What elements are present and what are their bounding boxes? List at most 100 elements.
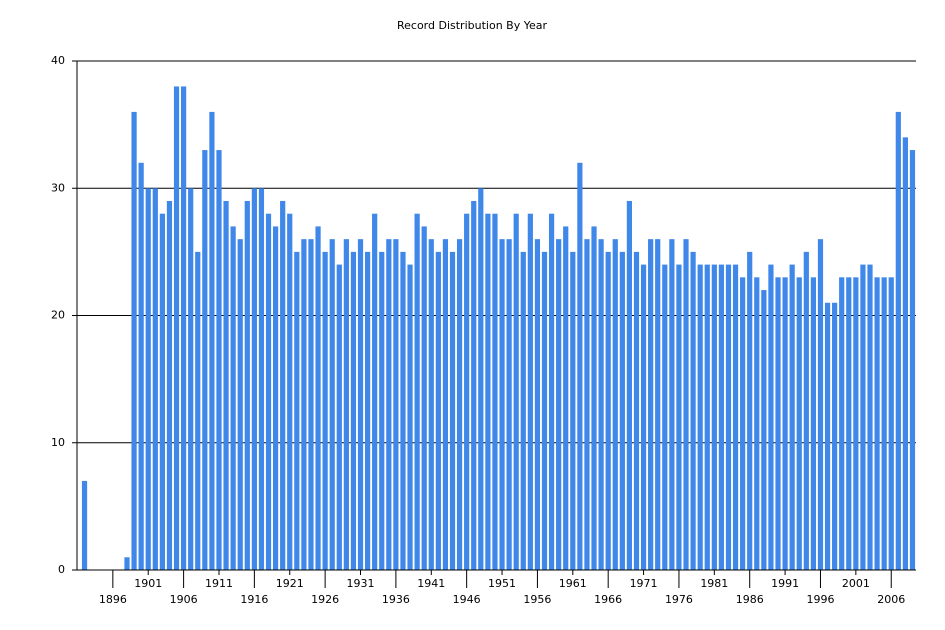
bar <box>832 302 838 570</box>
bar <box>421 226 427 571</box>
bar <box>308 239 314 570</box>
bar <box>195 251 201 570</box>
bar <box>230 226 236 571</box>
bar <box>336 264 342 570</box>
bar <box>909 150 916 570</box>
bar <box>237 239 243 570</box>
bar <box>138 162 144 571</box>
bar <box>570 251 576 570</box>
bar <box>513 213 519 570</box>
x-tick-label: 1976 <box>665 593 693 606</box>
bar <box>478 188 484 570</box>
bar <box>244 200 250 570</box>
bar <box>379 251 385 570</box>
bar <box>485 213 491 570</box>
bar <box>683 239 689 570</box>
bar <box>301 239 307 570</box>
x-tick-label: 1941 <box>417 577 445 590</box>
bar <box>534 239 541 570</box>
bar <box>718 264 725 570</box>
bar <box>364 251 371 570</box>
bar <box>895 111 901 571</box>
x-tick-label: 1916 <box>240 593 268 606</box>
bar <box>209 111 215 571</box>
x-tick-label: 1966 <box>594 593 622 606</box>
bar <box>874 277 880 570</box>
bar <box>159 213 165 570</box>
x-tick-label: 1956 <box>523 593 551 606</box>
bar <box>216 150 222 570</box>
bar <box>591 226 597 571</box>
bar <box>612 239 618 570</box>
bar <box>725 264 732 570</box>
bar <box>372 213 378 570</box>
x-tick-label: 1981 <box>700 577 728 590</box>
bar <box>499 239 505 570</box>
bar <box>803 251 809 570</box>
bar <box>265 213 272 570</box>
bar <box>789 264 795 570</box>
x-tick-label: 1901 <box>134 577 162 590</box>
bar <box>188 188 194 570</box>
bar <box>747 251 753 570</box>
bar <box>598 239 604 570</box>
bar <box>824 302 831 570</box>
bar <box>732 264 739 570</box>
bar <box>152 188 158 570</box>
bar <box>839 277 845 570</box>
bar <box>527 213 533 570</box>
bar <box>888 277 894 570</box>
bar <box>768 264 774 570</box>
bar <box>782 277 788 570</box>
y-tick-label: 20 <box>51 309 65 322</box>
bar <box>223 200 229 570</box>
bar <box>740 277 746 570</box>
bar <box>648 239 654 570</box>
bar <box>796 277 802 570</box>
bar <box>626 200 633 570</box>
y-tick-label: 10 <box>51 436 65 449</box>
bar <box>393 239 399 570</box>
bar <box>350 251 357 570</box>
x-tick-label: 1936 <box>382 593 410 606</box>
bar <box>357 239 364 570</box>
bar <box>690 251 696 570</box>
x-tick-label: 1971 <box>630 577 658 590</box>
bar <box>520 251 526 570</box>
x-tick-label: 1996 <box>806 593 834 606</box>
bar <box>563 226 569 571</box>
bar <box>287 213 293 570</box>
bar <box>400 251 406 570</box>
bar <box>541 251 548 570</box>
bar <box>697 264 703 570</box>
bar <box>202 150 208 570</box>
bar <box>173 86 180 570</box>
bar <box>506 239 512 570</box>
bar <box>860 264 866 570</box>
bar <box>775 277 781 570</box>
x-tick-label: 1921 <box>276 577 304 590</box>
x-tick-label: 1926 <box>311 593 339 606</box>
y-tick-label: 0 <box>58 563 65 576</box>
bar <box>251 188 257 570</box>
bar <box>428 239 434 570</box>
bar <box>711 264 717 570</box>
bar <box>640 264 647 570</box>
bar <box>605 251 611 570</box>
bar <box>272 226 279 571</box>
bar <box>619 251 625 570</box>
bar <box>704 264 710 570</box>
bar <box>456 239 463 570</box>
y-tick-label: 30 <box>51 181 65 194</box>
bar <box>315 226 321 571</box>
bar <box>902 137 908 570</box>
bar <box>181 86 187 570</box>
x-tick-label: 1911 <box>205 577 233 590</box>
bar <box>166 200 173 570</box>
x-tick-label: 1986 <box>736 593 764 606</box>
x-tick-label: 1991 <box>771 577 799 590</box>
bar <box>867 264 873 570</box>
bar <box>442 239 449 570</box>
bar <box>145 188 151 570</box>
